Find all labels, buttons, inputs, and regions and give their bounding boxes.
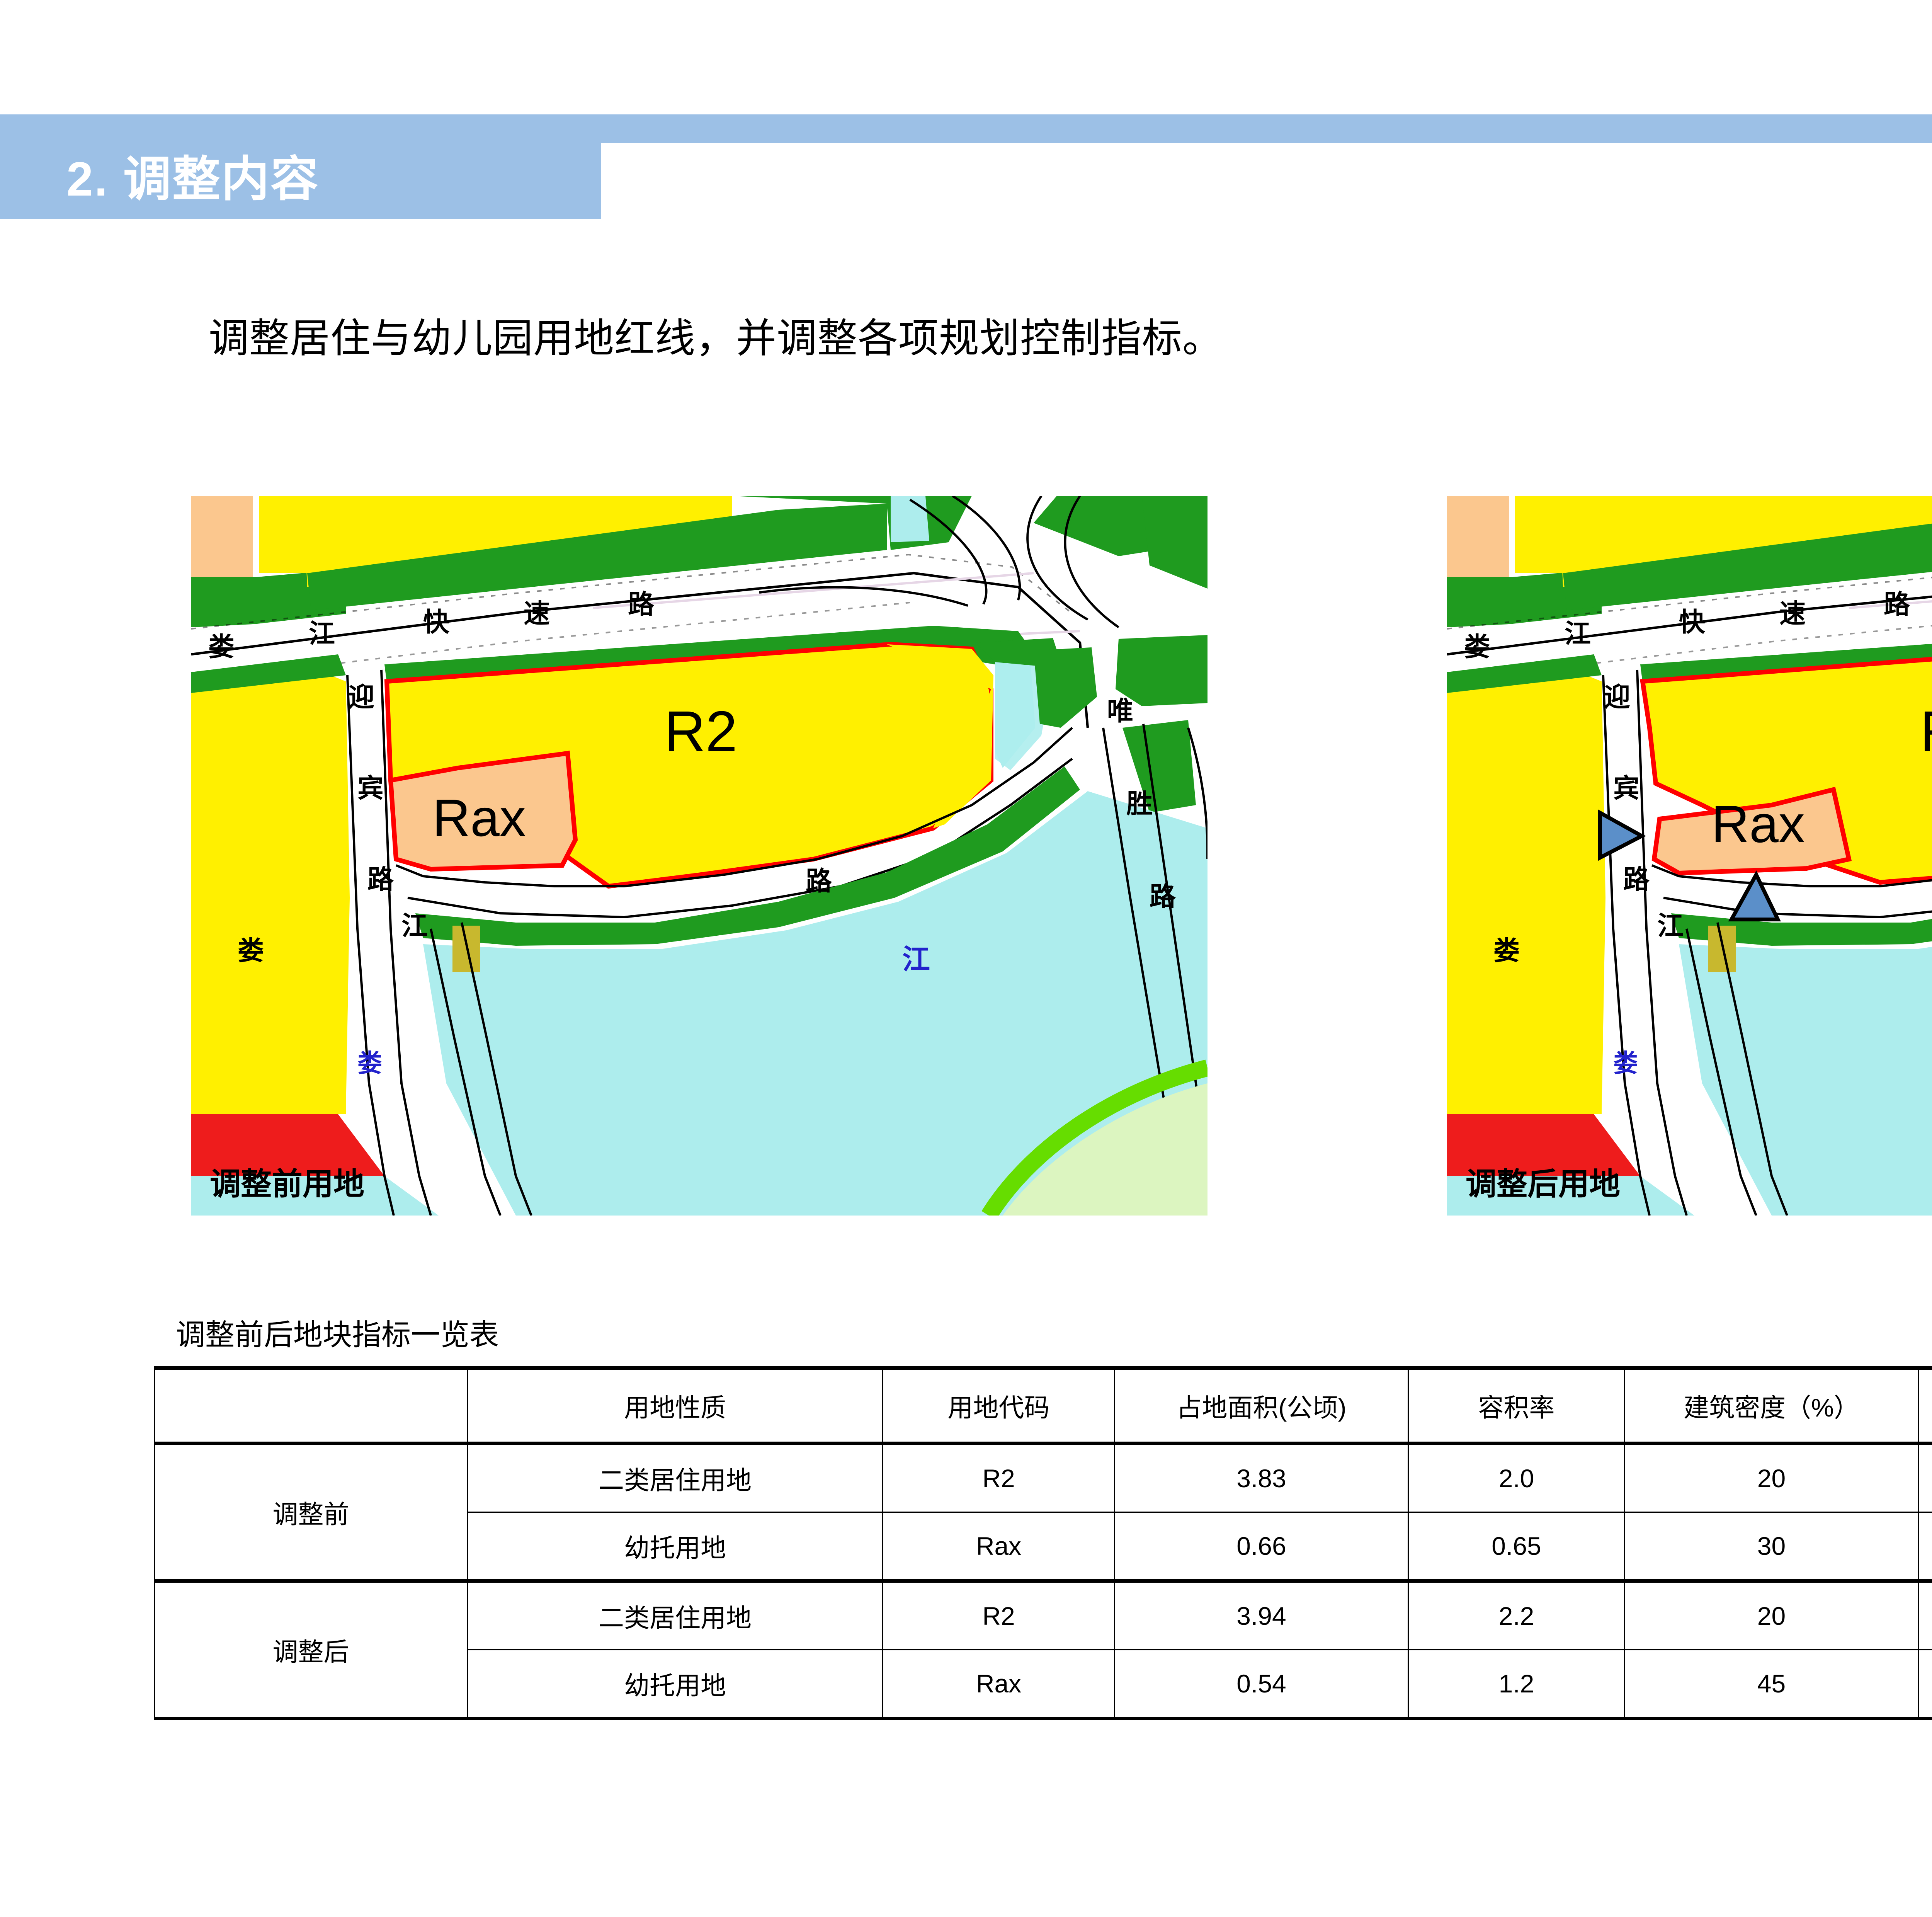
map-after-graphic: 娄 江 快 速 路 迎 宾 路 唯 胜 路 娄 江 路 江 娄 R2 Rax xyxy=(1447,496,1932,1216)
th-group xyxy=(154,1366,468,1444)
th-density: 建筑密度（%） xyxy=(1624,1366,1919,1444)
svg-text:R2: R2 xyxy=(1920,700,1932,763)
table-cell: 2.2 xyxy=(1408,1579,1625,1650)
svg-text:迎: 迎 xyxy=(348,683,374,712)
svg-text:路: 路 xyxy=(1150,882,1176,911)
svg-text:Rax: Rax xyxy=(1711,795,1805,853)
th-land-use: 用地性质 xyxy=(467,1366,883,1444)
table-cell: Rax xyxy=(882,1512,1115,1582)
svg-text:江: 江 xyxy=(401,911,428,941)
table-cell: 24 xyxy=(1918,1649,1932,1720)
svg-text:江: 江 xyxy=(309,619,335,649)
section-heading: 2. 调整内容 xyxy=(66,153,320,206)
svg-text:娄: 娄 xyxy=(1493,936,1520,965)
svg-text:娄: 娄 xyxy=(238,936,264,965)
section-banner xyxy=(0,114,601,219)
access-point-marker-west xyxy=(1598,809,1646,861)
svg-text:R2: R2 xyxy=(664,700,737,763)
svg-text:娄: 娄 xyxy=(208,632,235,662)
table-cell: 幼托用地 xyxy=(467,1512,883,1582)
table-cell: 0.65 xyxy=(1408,1512,1625,1582)
table-cell: 3.94 xyxy=(1114,1579,1409,1650)
th-area: 占地面积(公顷) xyxy=(1114,1366,1409,1444)
svg-text:江: 江 xyxy=(1657,911,1684,941)
svg-text:娄: 娄 xyxy=(1464,632,1490,662)
table-cell: 二类居住用地 xyxy=(467,1442,883,1513)
table-cell: R2 xyxy=(882,1442,1115,1513)
svg-text:胜: 胜 xyxy=(1126,789,1153,819)
svg-text:快: 快 xyxy=(423,608,450,637)
svg-text:江: 江 xyxy=(902,944,930,975)
th-land-code: 用地代码 xyxy=(882,1366,1115,1444)
intro-paragraph: 调整居住与幼儿园用地红线，并调整各项规划控制指标。 xyxy=(209,316,1223,361)
svg-text:路: 路 xyxy=(628,590,655,619)
table-cell: 45 xyxy=(1624,1649,1919,1720)
table-caption: 调整前后地块指标一览表 xyxy=(176,1319,499,1352)
table-body: 调整前二类居住用地R23.832.02010045幼托用地Rax0.660.65… xyxy=(154,1442,1932,1720)
map-before-graphic: 娄 江 快 速 路 迎 宾 路 唯 胜 路 娄 江 路 江 娄 R2 Rax xyxy=(191,496,1208,1216)
map-after-caption: 调整后用地 xyxy=(1466,1167,1620,1201)
svg-text:路: 路 xyxy=(367,865,394,894)
svg-text:路: 路 xyxy=(806,867,832,896)
svg-text:速: 速 xyxy=(1779,599,1806,628)
svg-text:娄: 娄 xyxy=(357,1049,382,1077)
table-cell: 0.66 xyxy=(1114,1512,1409,1582)
map-before-caption: 调整前用地 xyxy=(210,1167,364,1201)
table-cell: 30 xyxy=(1624,1512,1919,1582)
svg-text:宾: 宾 xyxy=(1613,774,1639,803)
table-cell: 二类居住用地 xyxy=(467,1579,883,1650)
svg-text:江: 江 xyxy=(1565,619,1591,649)
svg-text:Rax: Rax xyxy=(432,788,526,847)
table-cell: Rax xyxy=(882,1649,1115,1720)
table-header-row: 用地性质 用地代码 占地面积(公顷) 容积率 建筑密度（%） 建筑限高（米） 绿… xyxy=(154,1366,1932,1444)
th-height: 建筑限高（米） xyxy=(1918,1366,1932,1444)
svg-text:迎: 迎 xyxy=(1604,683,1630,712)
table-cell: 12 xyxy=(1918,1512,1932,1582)
svg-text:路: 路 xyxy=(1884,590,1910,619)
table-cell: 1.2 xyxy=(1408,1649,1625,1720)
svg-text:路: 路 xyxy=(1623,865,1650,894)
access-point-marker-south xyxy=(1728,870,1781,921)
svg-text:快: 快 xyxy=(1679,608,1706,637)
table-group-label: 调整后 xyxy=(154,1579,468,1720)
table-cell: 2.0 xyxy=(1408,1442,1625,1513)
table-cell: 3.83 xyxy=(1114,1442,1409,1513)
table-group-label: 调整前 xyxy=(154,1442,468,1582)
map-after-adjustment[interactable]: 娄 江 快 速 路 迎 宾 路 唯 胜 路 娄 江 路 江 娄 R2 Rax xyxy=(1447,496,1932,1216)
map-before-adjustment[interactable]: 娄 江 快 速 路 迎 宾 路 唯 胜 路 娄 江 路 江 娄 R2 Rax 调… xyxy=(191,496,1208,1216)
table-cell: R2 xyxy=(882,1579,1115,1650)
th-far: 容积率 xyxy=(1408,1366,1625,1444)
svg-text:娄: 娄 xyxy=(1613,1049,1638,1077)
table-cell: 100 xyxy=(1918,1442,1932,1513)
svg-text:宾: 宾 xyxy=(357,774,384,803)
table-cell: 20 xyxy=(1624,1579,1919,1650)
table-cell: 20 xyxy=(1624,1442,1919,1513)
table-cell: 0.54 xyxy=(1114,1649,1409,1720)
table-cell: 幼托用地 xyxy=(467,1649,883,1720)
indicator-table: 用地性质 用地代码 占地面积(公顷) 容积率 建筑密度（%） 建筑限高（米） 绿… xyxy=(154,1366,1932,1720)
table-cell: 100 xyxy=(1918,1579,1932,1650)
svg-text:速: 速 xyxy=(524,599,550,628)
svg-text:唯: 唯 xyxy=(1107,696,1133,726)
